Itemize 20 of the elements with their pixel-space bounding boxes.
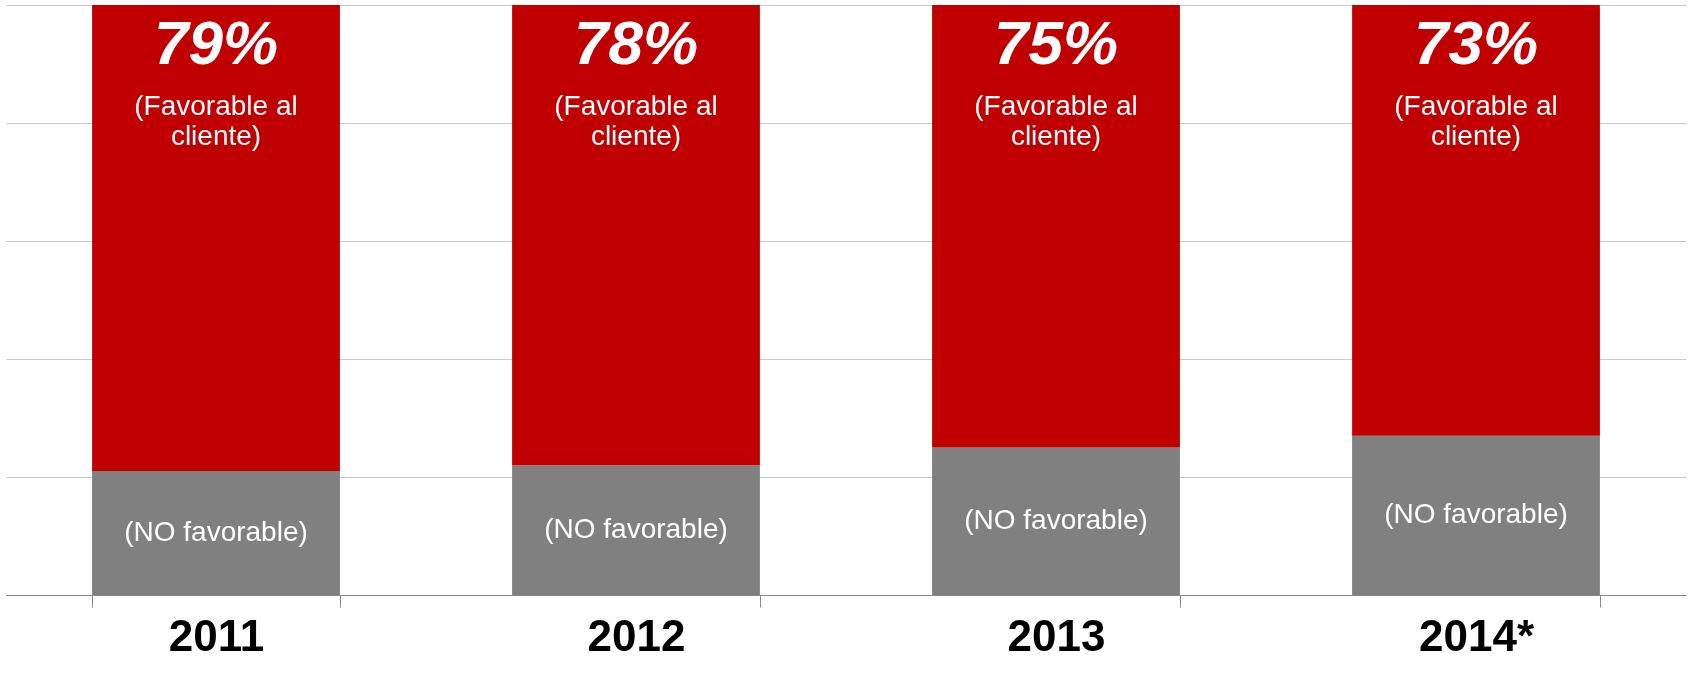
x-tick-label: 2014*	[1418, 610, 1535, 660]
data-label: 79%	[153, 8, 279, 77]
x-tick-label: 2011	[168, 610, 265, 660]
series-label: (Favorable al cliente)	[554, 90, 718, 151]
x-tick-label: 2012	[587, 610, 686, 660]
text: (Favorable al cliente)	[974, 90, 1138, 151]
text: (NO favorable)	[964, 504, 1148, 536]
text: (NO favorable)	[544, 513, 728, 545]
data-label: 78%	[573, 8, 699, 77]
bar	[1352, 5, 1600, 436]
data-label: 75%	[993, 8, 1119, 77]
text: (NO favorable)	[1384, 498, 1568, 530]
data-label: 73%	[1413, 8, 1539, 77]
series-label: (NO favorable)	[124, 516, 308, 548]
x-tick-label: 2013	[1007, 610, 1106, 660]
bar	[92, 5, 340, 472]
text: (Favorable al cliente)	[134, 90, 298, 151]
text: (Favorable al cliente)	[1394, 90, 1558, 151]
bar	[512, 5, 760, 466]
bar	[932, 5, 1180, 448]
